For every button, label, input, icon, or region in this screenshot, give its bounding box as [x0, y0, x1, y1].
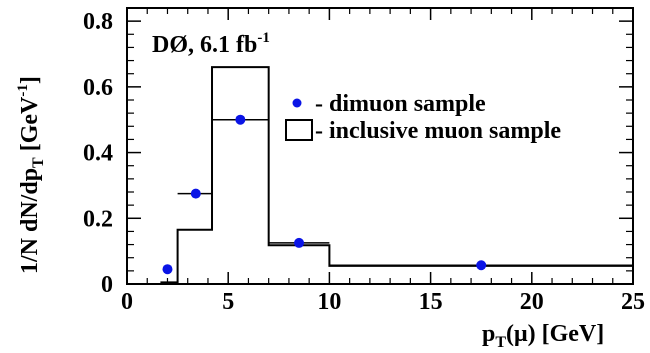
- dimuon-points-layer: [162, 114, 633, 275]
- experiment-annotation: DØ, 6.1 fb-1: [152, 30, 270, 58]
- plot-frame: [126, 7, 634, 285]
- dimuon-point: [294, 237, 305, 248]
- x-tick-label: 20: [520, 289, 544, 315]
- y-tick-label: 0.6: [83, 75, 113, 101]
- dimuon-point: [190, 188, 201, 199]
- x-axis-label: pT(μ) [GeV]: [482, 321, 604, 351]
- dimuon-point: [235, 114, 246, 125]
- x-tick-label: 5: [222, 289, 234, 315]
- legend-dimuon-marker: [292, 98, 302, 108]
- legend-inclusive-label: - inclusive muon sample: [315, 118, 561, 144]
- legend-inclusive-box: [285, 119, 313, 141]
- x-tick-label: 10: [317, 289, 341, 315]
- dimuon-point: [162, 264, 173, 275]
- histogram-layer: [160, 66, 633, 284]
- y-tick-label: 0.2: [83, 206, 113, 232]
- x-tick-label: 25: [621, 289, 645, 315]
- x-tick-label: 15: [419, 289, 443, 315]
- x-tick-label: 0: [121, 289, 133, 315]
- y-tick-label: 0.8: [83, 9, 113, 35]
- y-tick-label: 0.4: [83, 141, 113, 167]
- y-axis-label: 1/N dN/dpT [GeV-1]: [15, 76, 47, 274]
- inclusive-muon-histogram: [160, 66, 633, 284]
- y-tick-label: 0: [101, 272, 113, 298]
- axis-ticks: 0 5 10 15 20 25 0 0.2 0.4 0.6 0.8: [83, 8, 645, 315]
- legend: - dimuon sample - inclusive muon sample: [285, 91, 561, 144]
- legend-dimuon-label: - dimuon sample: [315, 91, 486, 117]
- dimuon-point: [476, 260, 487, 271]
